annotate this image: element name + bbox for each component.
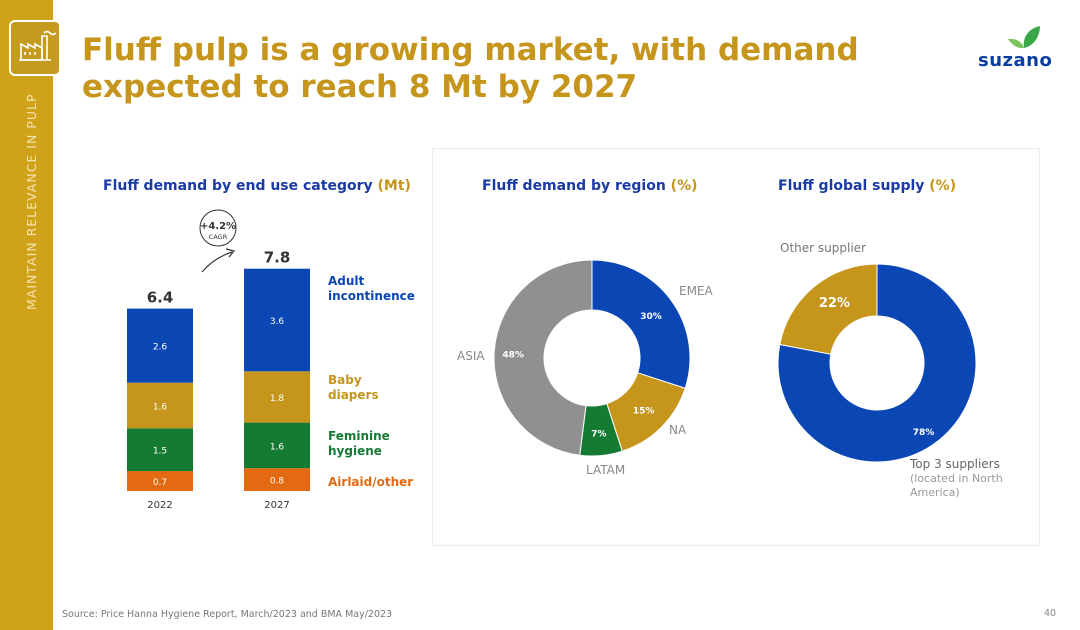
legend-text: Feminine [328,429,390,443]
supply-label-other: Other supplier [780,241,866,255]
supply-label-top3-note: (located in North America) [910,472,1003,499]
cagr-value: +4.2% [200,221,236,232]
cagr-label: CAGR [209,233,228,241]
donut-value-label: 78% [913,428,935,438]
source-note: Source: Price Hanna Hygiene Report, Marc… [62,609,393,620]
donut-value-label: 30% [640,312,662,322]
region-label-emea: EMEA [679,284,713,298]
legend-item: Baby diapers [328,373,379,403]
bar-segment-2022-1 [127,428,193,472]
bar-value-label: 0.8 [270,477,285,487]
legend-text: Adult [328,274,365,288]
legend-item: Feminine hygiene [328,429,390,459]
cagr-arrow-head [225,248,236,258]
cagr-badge: +4.2% CAGR [199,209,237,273]
region-chart-title: Fluff demand by region (%) [482,178,698,194]
supply-chart-unit: (%) [929,178,957,194]
side-section-label: MAINTAIN RELEVANCE IN PULP [24,93,39,311]
bar-total-label: 7.8 [264,249,291,267]
cagr-arrow [201,251,233,273]
legend-item: Adult incontinence [328,274,415,304]
bar-value-label: 1.6 [153,403,168,413]
supply-chart-title-text: Fluff global supply [778,178,925,194]
region-label-latam: LATAM [586,463,626,477]
legend-text: diapers [328,388,379,402]
bar-chart-unit: (Mt) [377,178,411,194]
bar-segment-2022-3 [127,308,193,383]
title-line-2: expected to reach 8 Mt by 2027 [82,69,638,105]
supply-label-top3: Top 3 suppliers [910,457,1000,471]
legend-text: incontinence [328,289,415,303]
factory-icon [9,20,61,76]
donut-slice-top-3-suppliers [777,263,977,463]
supply-chart-title: Fluff global supply (%) [778,178,956,194]
bar-chart-title: Fluff demand by end use category (Mt) [103,178,411,194]
bar-segment-2027-1 [244,422,310,469]
donut-value-label: 7% [591,430,606,440]
donut-value-label: 48% [502,350,524,360]
region-label-asia: ASIA [457,349,485,363]
sidebar [0,0,53,630]
legend-text: Baby [328,373,362,387]
bar-segment-2027-3 [244,268,310,372]
bar-total-label: 6.4 [147,289,174,307]
bar-segment-2022-0 [127,471,193,491]
legend-item: Airlaid/other [328,475,413,490]
region-donut-chart: 30% 15% 7% 48% [493,259,691,457]
supply-donut-chart: 78% 22% [777,263,977,463]
bar-value-label: 3.6 [270,317,285,327]
donut-value-label: 15% [633,407,655,417]
title-line-1: Fluff pulp is a growing market, with dem… [82,32,859,68]
bar-value-label: 1.8 [270,394,285,404]
region-label-na: NA [669,423,687,437]
donut-slice-other-supplier [779,263,878,355]
bar-segment-2022-2 [127,382,193,429]
page-title: Fluff pulp is a growing market, with dem… [82,32,882,106]
legend-text: hygiene [328,444,382,458]
region-chart-unit: (%) [670,178,698,194]
bar-value-label: 1.5 [153,447,167,457]
x-axis-label-2027: 2027 [264,500,289,511]
page-number: 40 [1044,608,1057,619]
donut-slice-asia [493,259,593,456]
bar-value-label: 1.6 [270,442,285,452]
logo-text: suzano [978,50,1053,71]
bar-chart-title-text: Fluff demand by end use category [103,178,373,194]
region-chart-title-text: Fluff demand by region [482,178,666,194]
donut-value-label: 22% [819,296,850,311]
legend-text: Airlaid/other [328,475,414,489]
bar-value-label: 2.6 [153,343,168,353]
bar-segment-2027-0 [244,468,310,491]
bar-segment-2027-2 [244,371,310,423]
leaf-icon [1008,26,1040,49]
donut-slice-emea [591,259,691,389]
stacked-bar-chart: 0.7 1.5 1.6 2.6 6.4 2022 0.8 1.6 1.8 3.6 7.8 2027 +… [127,209,310,511]
x-axis-label-2022: 2022 [147,500,172,511]
bar-value-label: 0.7 [153,478,167,488]
